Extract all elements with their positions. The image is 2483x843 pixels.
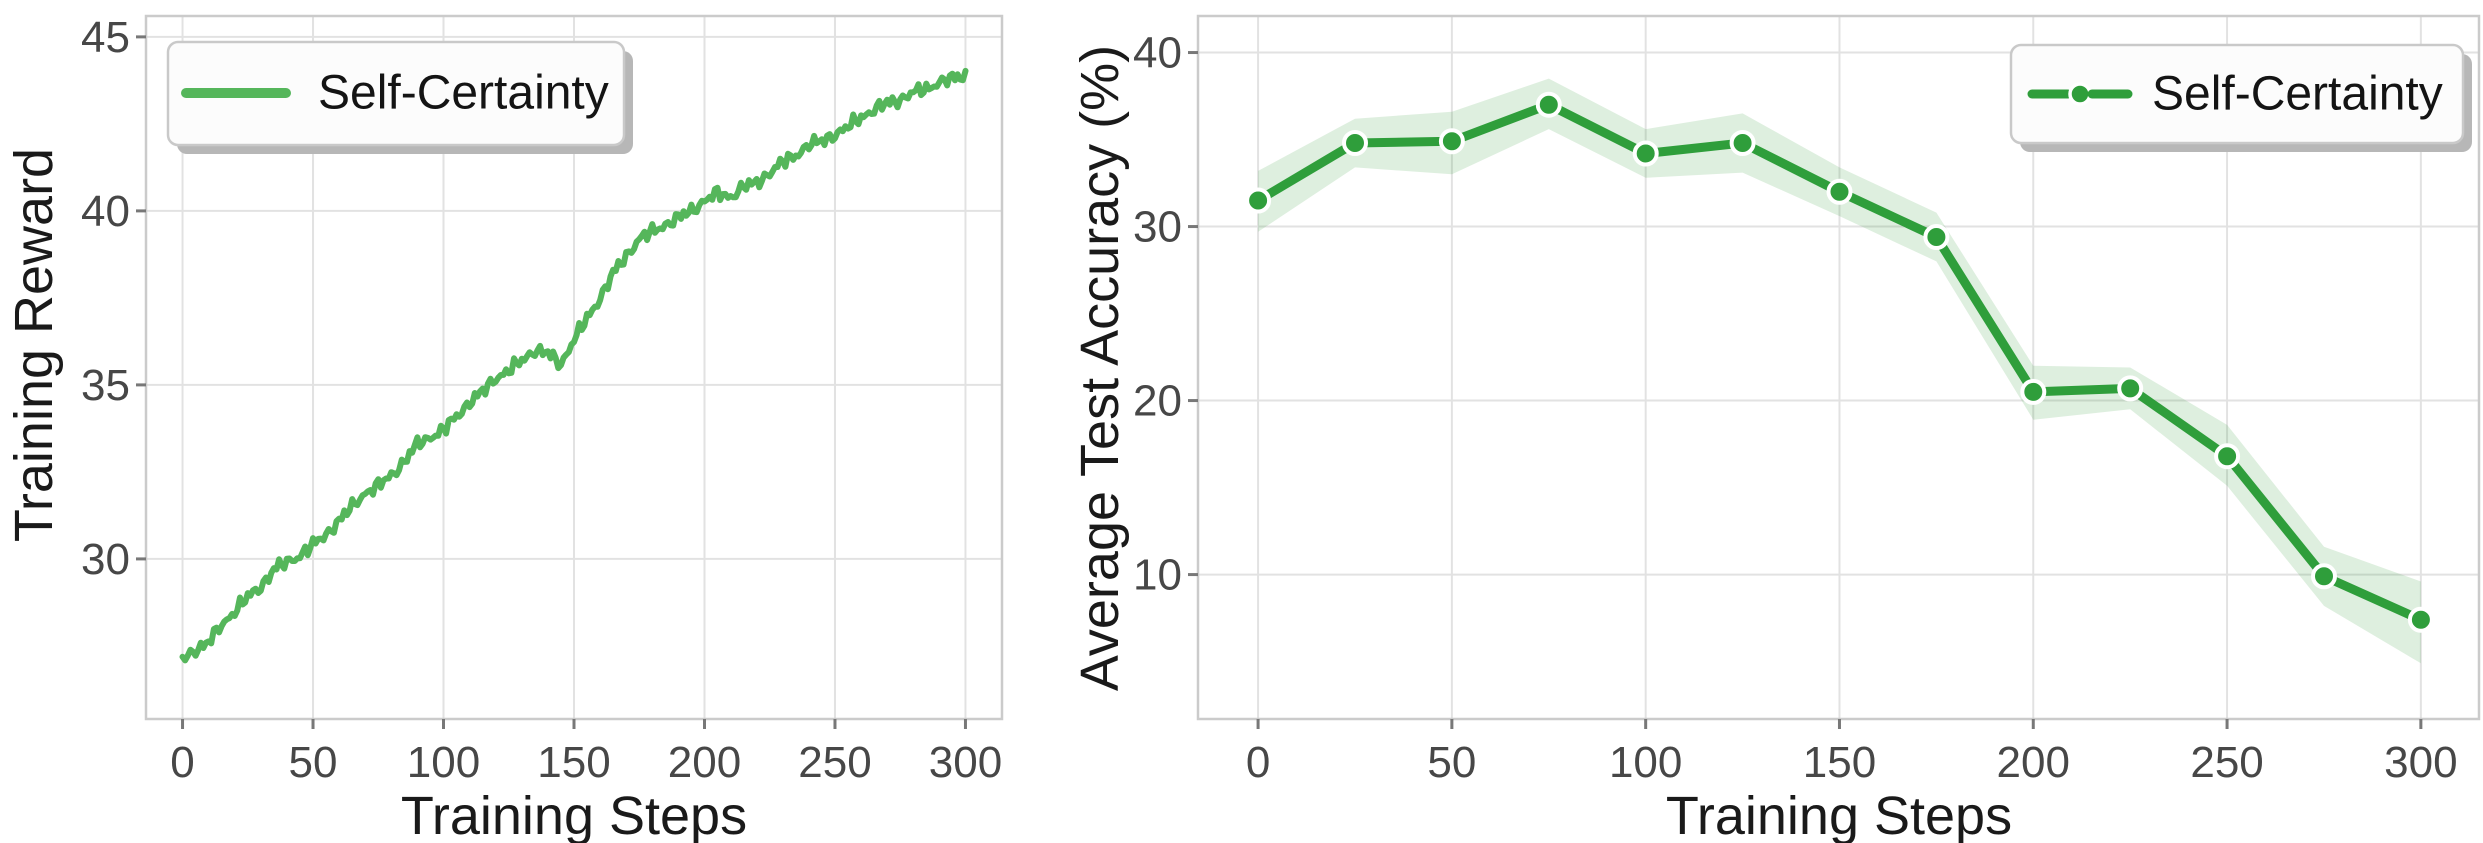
- left-tick-labels: 30 35 40 45 0 50 100 150 200 250 300: [81, 13, 1002, 787]
- left-tick-marks: [136, 35, 967, 729]
- data-point-marker: [1729, 130, 1756, 156]
- data-point-marker: [1245, 187, 1272, 214]
- y-tick-label: 20: [1133, 377, 1182, 426]
- right-legend-box: [2009, 43, 2465, 145]
- x-tick-label: 100: [407, 738, 480, 787]
- data-point-marker: [1535, 91, 1562, 118]
- x-tick-label: 0: [1246, 738, 1270, 787]
- left-y-axis-label: Training Reward: [4, 148, 64, 542]
- y-tick-label: 30: [1133, 203, 1182, 252]
- data-point-marker: [1826, 178, 1853, 205]
- right-tick-labels: 10 20 30 40 0 50 100 150 200 250 300: [1133, 29, 2458, 787]
- left-legend-label: Self-Certainty: [318, 67, 609, 120]
- right-x-axis-label: Training Steps: [1666, 786, 2012, 843]
- x-tick-label: 150: [537, 738, 610, 787]
- x-tick-label: 300: [2384, 738, 2457, 787]
- right-y-axis-label: Average Test Accuracy (%): [1070, 45, 1130, 691]
- data-point-marker: [1632, 140, 1659, 167]
- x-tick-label: 50: [289, 738, 338, 787]
- left-x-axis-label: Training Steps: [401, 786, 747, 843]
- data-point-marker: [2214, 443, 2241, 470]
- data-point-marker: [1342, 130, 1368, 156]
- right-chart: 10 20 30 40 0 50 100 150 200 250 300 Training Step…: [1070, 14, 2481, 843]
- data-point-marker: [2311, 563, 2337, 590]
- y-tick-label: 40: [1133, 29, 1182, 78]
- x-tick-label: 200: [668, 738, 741, 787]
- data-point-marker: [1438, 128, 1465, 155]
- x-tick-label: 250: [798, 738, 871, 787]
- data-point-marker: [2407, 606, 2434, 633]
- data-point-marker: [1923, 224, 1950, 250]
- x-tick-label: 100: [1609, 738, 1682, 787]
- right-series: [1245, 78, 2434, 664]
- left-chart: 30 35 40 45 0 50 100 150 200 250 300 Training Step…: [4, 13, 1004, 843]
- left-series: [179, 67, 969, 664]
- x-tick-label: 50: [1427, 738, 1476, 787]
- right-legend: Self-Certainty: [2009, 43, 2472, 152]
- y-tick-label: 35: [81, 361, 130, 410]
- x-tick-label: 250: [2190, 738, 2263, 787]
- data-point-marker: [2117, 375, 2144, 402]
- y-tick-label: 45: [81, 13, 130, 62]
- right-legend-marker: [2068, 82, 2092, 106]
- right-legend-label: Self-Certainty: [2152, 68, 2443, 121]
- x-tick-label: 150: [1803, 738, 1876, 787]
- reward-line: [179, 67, 969, 664]
- left-legend-box: [166, 40, 626, 147]
- y-tick-label: 10: [1133, 551, 1182, 600]
- x-tick-label: 200: [1997, 738, 2070, 787]
- left-legend: Self-Certainty: [166, 40, 633, 154]
- x-tick-label: 300: [929, 738, 1002, 787]
- y-tick-label: 40: [81, 187, 130, 236]
- right-tick-marks: [1188, 51, 2423, 729]
- y-tick-label: 30: [81, 535, 130, 584]
- data-point-marker: [2020, 378, 2047, 405]
- x-tick-label: 0: [170, 738, 194, 787]
